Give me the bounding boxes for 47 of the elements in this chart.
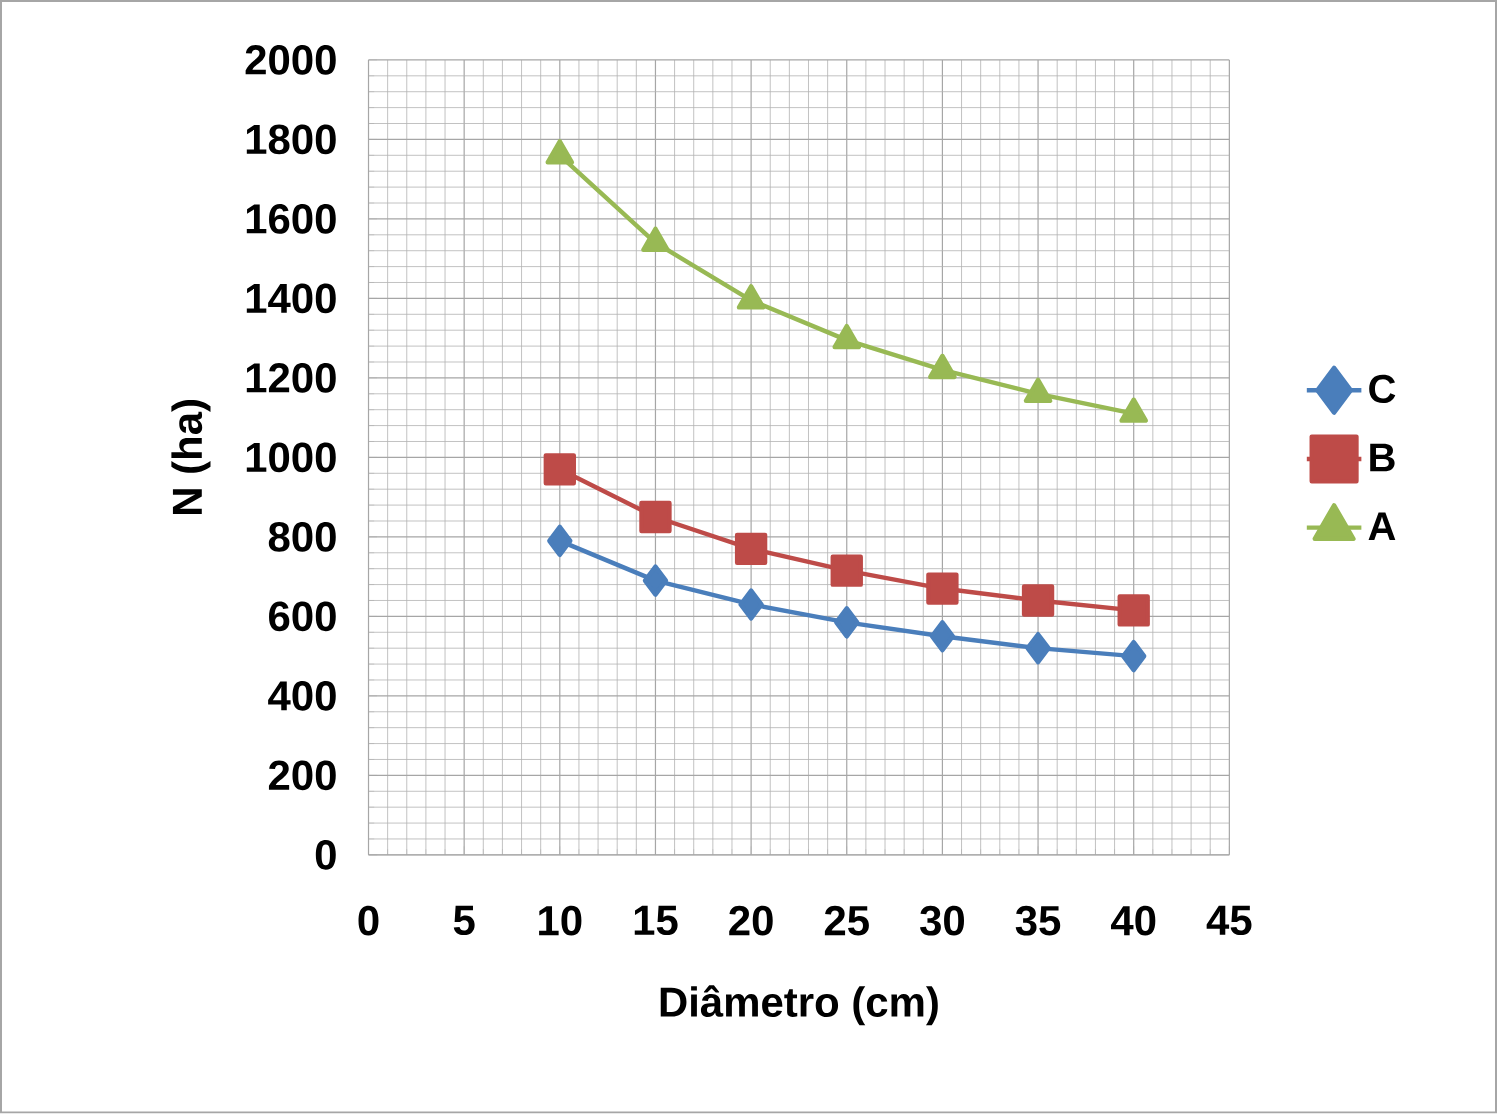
x-tick-label: 40 <box>1111 906 1156 936</box>
y-tick-label: 1800 <box>246 124 336 155</box>
y-tick-label: 400 <box>268 681 336 711</box>
x-tick-label: 45 <box>1206 906 1252 936</box>
point <box>830 554 863 588</box>
y-axis-title: N (ha) <box>171 400 211 515</box>
y-tick-label: 1400 <box>246 283 336 314</box>
point <box>641 226 670 253</box>
point <box>926 572 959 605</box>
x-tick-label: 5 <box>453 906 475 936</box>
point <box>736 284 766 310</box>
x-tick-label: 15 <box>634 906 678 936</box>
point <box>734 532 768 566</box>
point <box>642 564 669 598</box>
point <box>928 354 957 380</box>
point <box>1025 632 1051 665</box>
y-tick-label: 0 <box>315 840 336 870</box>
point <box>1121 640 1147 673</box>
point <box>1021 584 1055 617</box>
y-tick-label: 1000 <box>246 442 336 473</box>
point <box>1023 377 1053 404</box>
y-tick-label: 1200 <box>246 363 336 393</box>
legend-label: C <box>1369 375 1396 404</box>
point <box>545 139 575 165</box>
point <box>834 606 860 639</box>
point <box>929 620 956 653</box>
x-tick-label: 30 <box>920 906 965 936</box>
point <box>1119 397 1149 424</box>
y-tick-label: 1600 <box>246 204 336 234</box>
x-tick-label: 0 <box>358 906 379 936</box>
legend-label: B <box>1370 443 1395 472</box>
x-tick-label: 20 <box>729 906 773 936</box>
point <box>543 453 576 486</box>
x-tick-label: 25 <box>824 906 869 936</box>
y-tick-label: 800 <box>268 522 336 552</box>
point <box>1117 594 1150 627</box>
y-tick-label: 200 <box>268 760 336 791</box>
y-tick-label: 600 <box>269 601 336 632</box>
legend-label: A <box>1368 512 1396 541</box>
y-tick-label: 2000 <box>245 45 336 75</box>
point <box>639 501 672 534</box>
point <box>547 524 573 558</box>
point <box>832 324 862 350</box>
x-axis-title: Diâmetro (cm) <box>660 985 938 1026</box>
x-tick-label: 35 <box>1015 906 1061 936</box>
point <box>738 588 764 621</box>
x-tick-label: 10 <box>539 906 582 936</box>
